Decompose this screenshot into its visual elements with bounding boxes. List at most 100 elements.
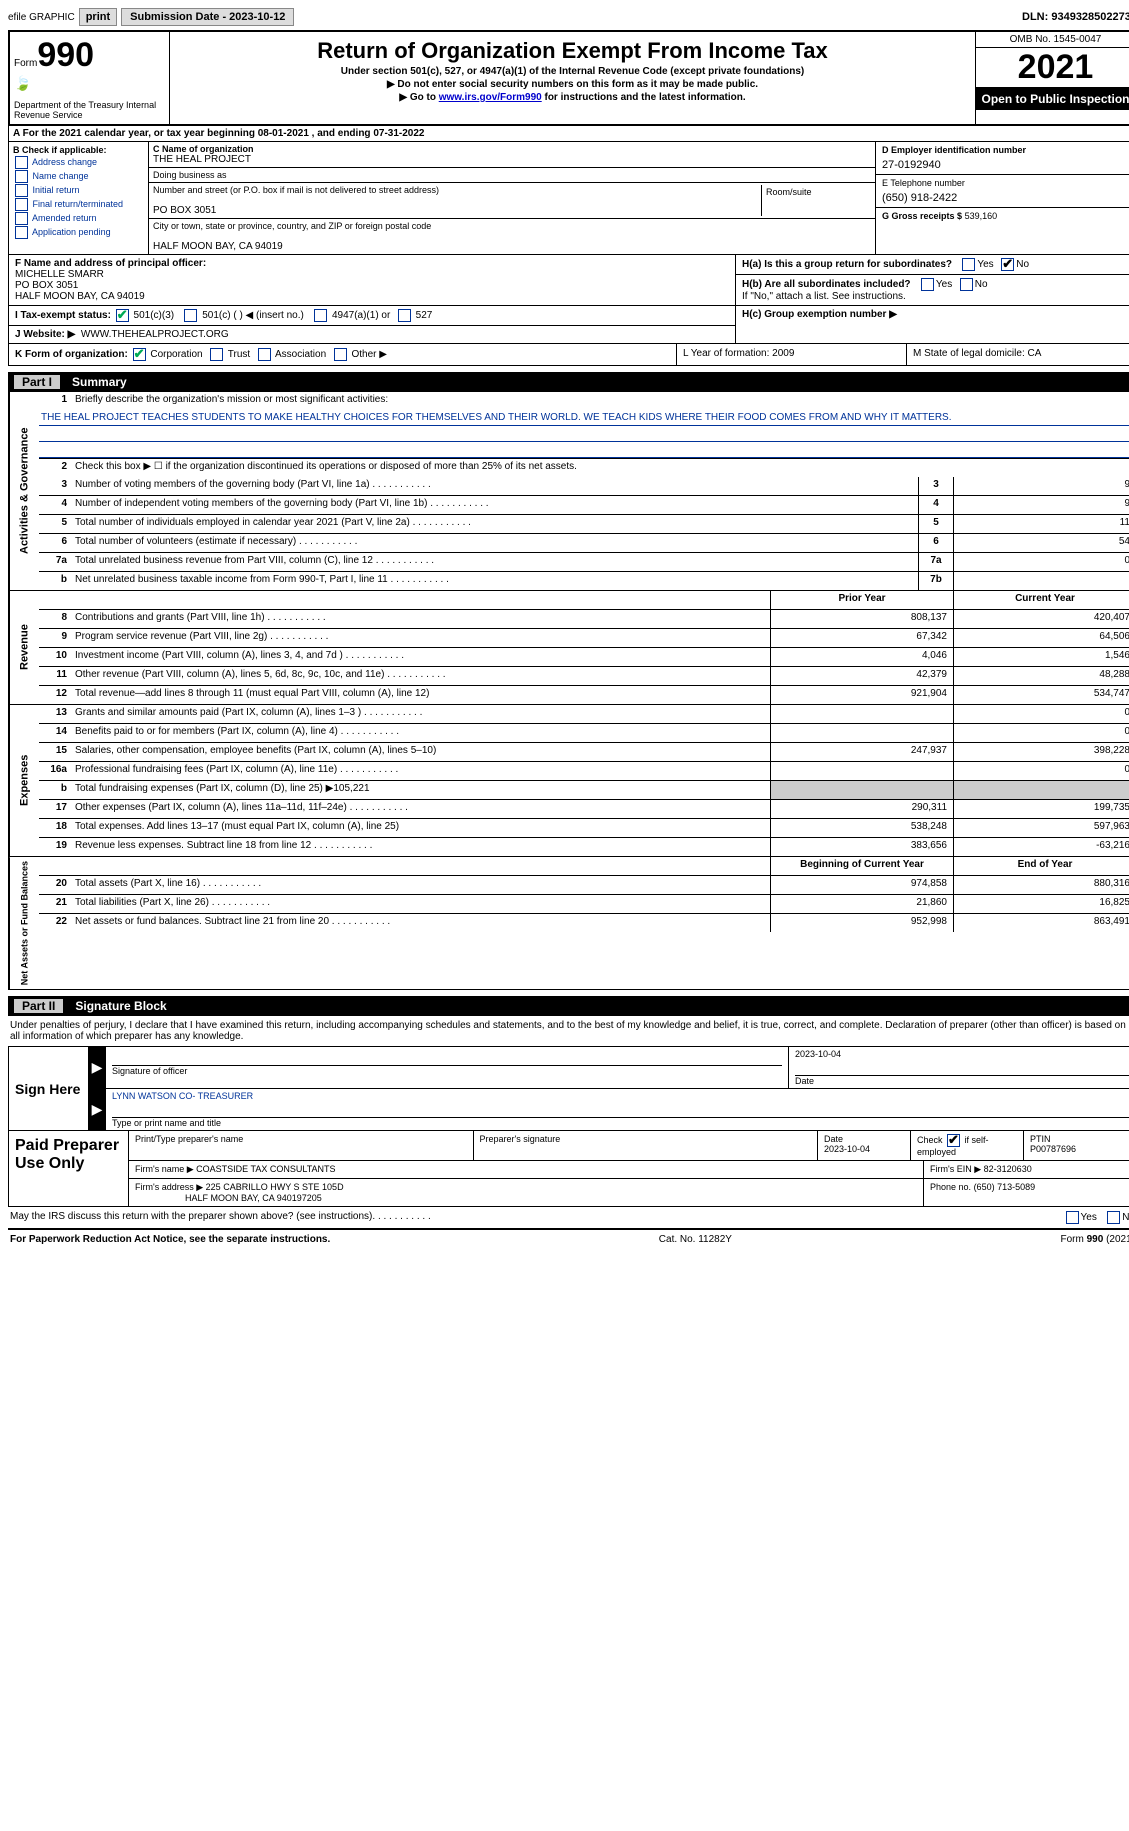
l5-label: Total number of individuals employed in … bbox=[75, 517, 410, 528]
l7b-val bbox=[953, 572, 1129, 590]
cat-no: Cat. No. 11282Y bbox=[659, 1234, 732, 1245]
fhij-right: H(a) Is this a group return for subordin… bbox=[736, 255, 1129, 343]
j-label: J Website: ▶ bbox=[15, 329, 75, 340]
l12-label: Total revenue—add lines 8 through 11 (mu… bbox=[75, 688, 429, 699]
l22p: 952,998 bbox=[770, 914, 953, 932]
l14c: 0 bbox=[953, 724, 1129, 742]
hb-yes[interactable] bbox=[921, 278, 934, 291]
cb-trust[interactable] bbox=[210, 348, 223, 361]
addr-value: PO BOX 3051 bbox=[153, 205, 216, 216]
l9-label: Program service revenue (Part VIII, line… bbox=[75, 631, 267, 642]
cb-527[interactable] bbox=[398, 309, 411, 322]
l21-label: Total liabilities (Part X, line 26) bbox=[75, 897, 209, 908]
l5-val: 11 bbox=[953, 515, 1129, 533]
header-left: Form990 🍃 Department of the Treasury Int… bbox=[10, 32, 170, 124]
discuss-no[interactable] bbox=[1107, 1211, 1120, 1224]
dba-row: Doing business as bbox=[149, 168, 875, 183]
l10c: 1,546 bbox=[953, 648, 1129, 666]
l14p bbox=[770, 724, 953, 742]
l8p: 808,137 bbox=[770, 610, 953, 628]
l19c: -63,216 bbox=[953, 838, 1129, 856]
addr-label: Number and street (or P.O. box if mail i… bbox=[153, 185, 761, 195]
form-label: Form bbox=[14, 58, 37, 69]
l6-val: 54 bbox=[953, 534, 1129, 552]
print-button[interactable]: print bbox=[79, 8, 117, 26]
hb-no[interactable] bbox=[960, 278, 973, 291]
cb-501c3[interactable] bbox=[116, 309, 129, 322]
open-inspection: Open to Public Inspection bbox=[976, 88, 1129, 110]
goto-line: ▶ Go to www.irs.gov/Form990 for instruct… bbox=[174, 92, 971, 103]
l12c: 534,747 bbox=[953, 686, 1129, 704]
cb-initial-return[interactable]: Initial return bbox=[13, 184, 144, 197]
city-value: HALF MOON BAY, CA 94019 bbox=[153, 241, 283, 252]
sig-officer-label: Signature of officer bbox=[112, 1066, 187, 1076]
hdr-prior: Prior Year bbox=[770, 591, 953, 609]
firm-phone-cell: Phone no. (650) 713-5089 bbox=[924, 1179, 1129, 1206]
section-bcd: B Check if applicable: Address change Na… bbox=[8, 142, 1129, 255]
cb-name-change[interactable]: Name change bbox=[13, 170, 144, 183]
mission-blank2 bbox=[39, 442, 1129, 458]
l6-label: Total number of volunteers (estimate if … bbox=[75, 536, 296, 547]
goto-post: for instructions and the latest informat… bbox=[542, 92, 746, 103]
l18-label: Total expenses. Add lines 13–17 (must eq… bbox=[75, 821, 399, 832]
vert-revenue: Revenue bbox=[9, 591, 39, 704]
i-tax-status: I Tax-exempt status: 501(c)(3) 501(c) ( … bbox=[9, 306, 735, 326]
row-a-tax-year: A For the 2021 calendar year, or tax yea… bbox=[8, 126, 1129, 142]
pra-notice: For Paperwork Reduction Act Notice, see … bbox=[10, 1234, 330, 1245]
b-header: B Check if applicable: bbox=[13, 145, 144, 155]
irs-link[interactable]: www.irs.gov/Form990 bbox=[439, 92, 542, 103]
ha-no[interactable] bbox=[1001, 258, 1014, 271]
sig-date-cell: 2023-10-04 Date bbox=[788, 1047, 1129, 1088]
mission-blank1 bbox=[39, 426, 1129, 442]
summary-netassets: Net Assets or Fund Balances Beginning of… bbox=[8, 857, 1129, 990]
l19p: 383,656 bbox=[770, 838, 953, 856]
cb-self-employed[interactable] bbox=[947, 1134, 960, 1147]
dept-label: Department of the Treasury Internal Reve… bbox=[14, 100, 165, 120]
l22-label: Net assets or fund balances. Subtract li… bbox=[75, 916, 329, 927]
l17-label: Other expenses (Part IX, column (A), lin… bbox=[75, 802, 347, 813]
cb-assoc[interactable] bbox=[258, 348, 271, 361]
col-b: B Check if applicable: Address change Na… bbox=[9, 142, 149, 254]
cb-4947[interactable] bbox=[314, 309, 327, 322]
cb-app-pending[interactable]: Application pending bbox=[13, 226, 144, 239]
vert-netassets: Net Assets or Fund Balances bbox=[9, 857, 39, 989]
l21c: 16,825 bbox=[953, 895, 1129, 913]
discuss-yes[interactable] bbox=[1066, 1211, 1079, 1224]
tel-value: (650) 918-2422 bbox=[882, 192, 1129, 204]
cb-final-return[interactable]: Final return/terminated bbox=[13, 198, 144, 211]
goto-pre: ▶ Go to bbox=[399, 92, 438, 103]
cb-amended-return[interactable]: Amended return bbox=[13, 212, 144, 225]
hdr-begin: Beginning of Current Year bbox=[770, 857, 953, 875]
l15p: 247,937 bbox=[770, 743, 953, 761]
dba-label: Doing business as bbox=[153, 170, 871, 180]
f-addr2: HALF MOON BAY, CA 94019 bbox=[15, 291, 145, 302]
i-label: I Tax-exempt status: bbox=[15, 310, 111, 321]
sig-name-title: LYNN WATSON CO- TREASURER bbox=[112, 1091, 253, 1101]
sig-name-cell: LYNN WATSON CO- TREASURER Type or print … bbox=[105, 1089, 1129, 1130]
footer-final: For Paperwork Reduction Act Notice, see … bbox=[8, 1230, 1129, 1249]
tel-label: E Telephone number bbox=[882, 178, 965, 188]
form-subtitle: Under section 501(c), 527, or 4947(a)(1)… bbox=[174, 66, 971, 77]
l16b-shaded2 bbox=[953, 781, 1129, 799]
header-right: OMB No. 1545-0047 2021 Open to Public In… bbox=[975, 32, 1129, 124]
cb-address-change[interactable]: Address change bbox=[13, 156, 144, 169]
l16ac: 0 bbox=[953, 762, 1129, 780]
discuss-row: May the IRS discuss this return with the… bbox=[8, 1207, 1129, 1230]
prep-sig-label: Preparer's signature bbox=[474, 1131, 819, 1160]
form-number: 990 bbox=[37, 36, 94, 74]
cb-corp[interactable] bbox=[133, 348, 146, 361]
ha-row: H(a) Is this a group return for subordin… bbox=[736, 255, 1129, 275]
cb-other[interactable] bbox=[334, 348, 347, 361]
ha-yes[interactable] bbox=[962, 258, 975, 271]
gross-label: G Gross receipts $ bbox=[882, 211, 962, 221]
l19-label: Revenue less expenses. Subtract line 18 … bbox=[75, 840, 311, 851]
org-name-label: C Name of organization bbox=[153, 144, 871, 154]
l13-label: Grants and similar amounts paid (Part IX… bbox=[75, 707, 361, 718]
l13c: 0 bbox=[953, 705, 1129, 723]
summary-expenses: Expenses 13Grants and similar amounts pa… bbox=[8, 705, 1129, 857]
part1-header: Part I Summary bbox=[8, 372, 1129, 392]
ssn-warning: ▶ Do not enter social security numbers o… bbox=[174, 79, 971, 90]
cb-501c[interactable] bbox=[184, 309, 197, 322]
part1-num: Part I bbox=[14, 375, 60, 389]
l16a-label: Professional fundraising fees (Part IX, … bbox=[75, 764, 337, 775]
